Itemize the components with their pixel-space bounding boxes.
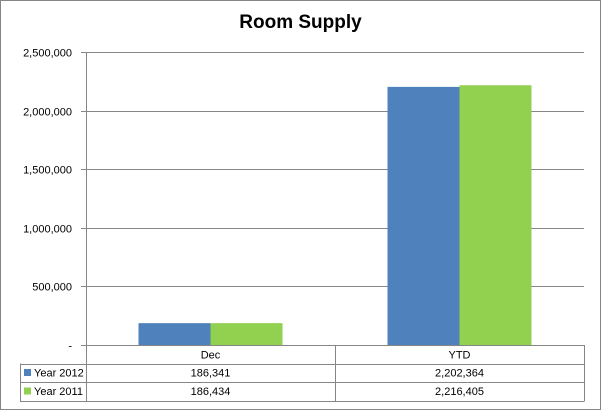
x-tick-label: Dec — [201, 350, 221, 362]
y-tick-label: - — [68, 341, 72, 353]
y-tick-label: 1,500,000 — [23, 165, 72, 177]
bar-year-2012-ytd — [387, 86, 460, 346]
bar-year-2011-ytd — [459, 85, 532, 345]
legend-label: Year 2011 — [34, 386, 83, 398]
y-tick-label: 1,000,000 — [23, 224, 72, 236]
chart-title: Room Supply — [239, 12, 362, 33]
bar-year-2011-dec — [210, 323, 283, 345]
y-tick-label: 2,000,000 — [23, 107, 72, 119]
data-value-label: 186,341 — [191, 368, 231, 380]
x-tick-label: YTD — [449, 350, 471, 362]
data-value-label: 186,434 — [191, 386, 231, 398]
data-value-label: 2,202,364 — [435, 368, 484, 380]
y-tick-label: 500,000 — [32, 282, 72, 294]
legend-swatch — [24, 369, 31, 376]
legend-label: Year 2012 — [34, 368, 84, 380]
y-tick-label: 2,500,000 — [23, 48, 72, 60]
legend-swatch — [24, 387, 31, 395]
bar-year-2012-dec — [138, 323, 211, 345]
data-value-label: 2,216,405 — [435, 386, 484, 398]
